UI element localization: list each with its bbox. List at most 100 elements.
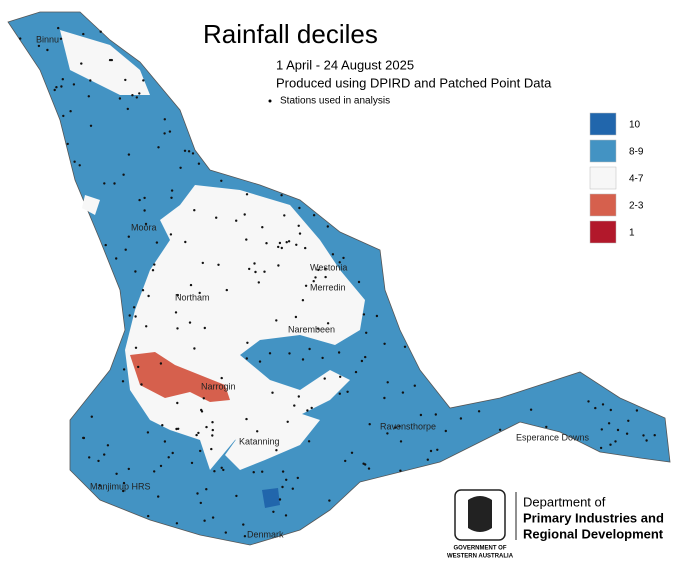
station-dot [271, 391, 274, 394]
station-dot [616, 428, 620, 432]
station-dot [159, 362, 163, 365]
station-dot [141, 289, 145, 292]
station-dot [599, 446, 603, 450]
station-dot [163, 118, 166, 121]
region-dark-blue [262, 488, 280, 508]
station-dot [151, 269, 155, 272]
station-dot [163, 440, 167, 443]
station-dot [211, 516, 215, 519]
place-label: Denmark [247, 529, 284, 539]
station-dot [286, 420, 289, 423]
station-dot [338, 261, 341, 264]
station-dot [134, 270, 137, 273]
station-dot [398, 425, 401, 428]
station-dot [196, 492, 199, 495]
station-dot [459, 417, 463, 420]
station-dot [104, 243, 107, 247]
station-dot [242, 523, 245, 526]
station-dot [90, 415, 94, 418]
station-dot [288, 352, 291, 355]
station-dot [310, 406, 313, 410]
station-dot [98, 484, 101, 487]
station-dot [426, 458, 429, 461]
station-dot [635, 409, 639, 412]
station-dot [210, 447, 213, 451]
station-dot [127, 467, 130, 471]
station-dot [203, 326, 206, 330]
station-dot [357, 280, 361, 284]
station-dot [159, 464, 163, 468]
legend-swatch [589, 112, 617, 136]
station-dot [253, 262, 256, 265]
place-label: Katanning [239, 436, 280, 446]
station-dot [103, 182, 106, 185]
legend-swatch [589, 139, 617, 163]
station-dot [308, 347, 311, 351]
station-dot [200, 408, 203, 412]
station-dot [142, 79, 145, 82]
station-dot [375, 314, 379, 318]
station-dot [338, 392, 341, 395]
station-dot [243, 535, 247, 538]
station-dot [122, 173, 125, 176]
station-dot [256, 430, 259, 433]
station-dot [37, 44, 41, 48]
station-dot [205, 425, 208, 429]
station-dot [157, 146, 160, 149]
station-dot [277, 245, 280, 249]
station-dot [275, 319, 278, 322]
station-dot [169, 233, 173, 236]
station-dot [306, 409, 309, 412]
station-dot [205, 488, 208, 491]
place-label: Northam [175, 292, 210, 302]
station-dot [301, 299, 305, 302]
station-dot [211, 428, 214, 432]
station-dot [59, 37, 63, 40]
station-dot [283, 214, 286, 217]
station-dot [191, 152, 195, 155]
station-dot [254, 270, 257, 274]
station-dot [143, 196, 146, 200]
station-dot [399, 440, 403, 443]
station-dot [220, 179, 223, 182]
station-dot [243, 213, 246, 216]
station-dot [346, 390, 349, 393]
station-dot [143, 209, 146, 212]
station-dot [78, 164, 81, 167]
station-dot [188, 321, 192, 324]
station-dot [82, 436, 85, 440]
region-white [60, 30, 150, 95]
station-dot [161, 424, 164, 427]
region-white [82, 195, 100, 215]
station-dot [312, 280, 315, 283]
region-white [225, 410, 320, 470]
station-dot [103, 453, 106, 456]
station-dot [317, 268, 320, 272]
place-label: Esperance Downs [516, 432, 590, 442]
station-dot [122, 489, 125, 493]
station-dot [645, 439, 648, 442]
station-dot [222, 468, 225, 472]
legend-swatch [589, 193, 617, 217]
title: Rainfall deciles [203, 19, 378, 49]
station-dot [163, 132, 166, 135]
station-dot [627, 419, 630, 422]
station-dot [113, 182, 116, 185]
station-dot [127, 235, 130, 238]
legend: 10 8-9 4-7 2-3 1 [589, 112, 644, 244]
legend-label: 10 [629, 120, 641, 131]
station-dot [436, 448, 439, 451]
station-dot [429, 449, 433, 453]
station-dot [199, 449, 202, 453]
station-key [268, 99, 272, 103]
station-dot [324, 267, 327, 270]
station-dot [60, 85, 63, 88]
station-dot [245, 238, 248, 241]
station-dot [213, 470, 216, 473]
station-dot [419, 413, 423, 417]
legend-swatch [589, 220, 617, 244]
place-label: Ravensthorpe [380, 421, 436, 431]
station-dot [368, 423, 371, 426]
station-dot [614, 440, 617, 443]
